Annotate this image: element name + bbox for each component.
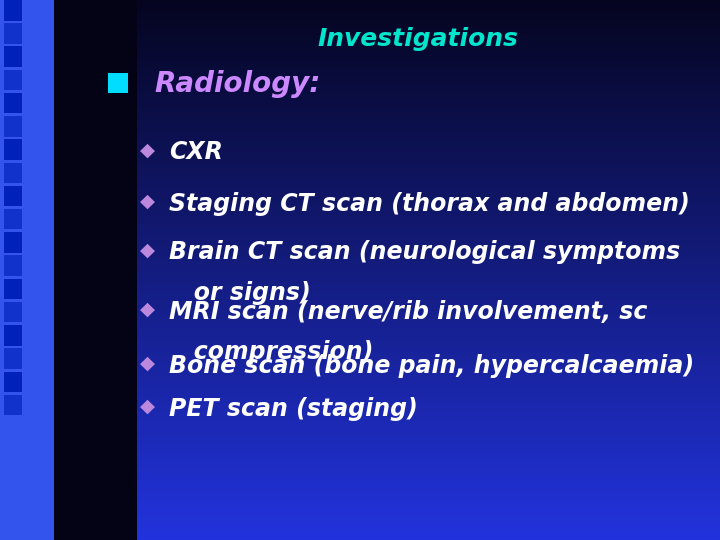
Text: ◆: ◆ [140,140,155,159]
Bar [4,372,22,392]
Text: CXR: CXR [169,140,223,164]
Text: ◆: ◆ [140,300,155,319]
Text: Staging CT scan (thorax and abdomen): Staging CT scan (thorax and abdomen) [169,192,690,215]
Text: ◆: ◆ [140,397,155,416]
Bar [4,395,22,415]
Bar [4,163,22,183]
Text: Brain CT scan (neurological symptoms: Brain CT scan (neurological symptoms [169,240,680,264]
Bar [108,73,128,93]
Text: Radiology:: Radiology: [155,70,321,98]
Text: MRI scan (nerve/rib involvement, sc: MRI scan (nerve/rib involvement, sc [169,300,647,323]
Text: ◆: ◆ [140,240,155,259]
Bar [4,46,22,67]
Bar [4,139,22,160]
Bar [4,255,22,276]
Bar [50,0,137,540]
Bar [4,279,22,299]
Bar [4,93,22,113]
Bar [4,348,22,369]
Bar [4,116,22,137]
Bar [4,0,22,21]
Bar [4,302,22,322]
Bar [4,23,22,44]
Text: PET scan (staging): PET scan (staging) [169,397,418,421]
Text: compression): compression) [169,340,374,364]
Text: ◆: ◆ [140,354,155,373]
Bar [4,232,22,253]
Bar [0,0,54,540]
Text: Bone scan (bone pain, hypercalcaemia): Bone scan (bone pain, hypercalcaemia) [169,354,694,377]
Text: or signs): or signs) [169,281,311,305]
Bar [4,209,22,230]
Bar [4,70,22,90]
Text: Investigations: Investigations [318,27,518,51]
Bar [4,325,22,346]
Text: ◆: ◆ [140,192,155,211]
Bar [4,186,22,206]
